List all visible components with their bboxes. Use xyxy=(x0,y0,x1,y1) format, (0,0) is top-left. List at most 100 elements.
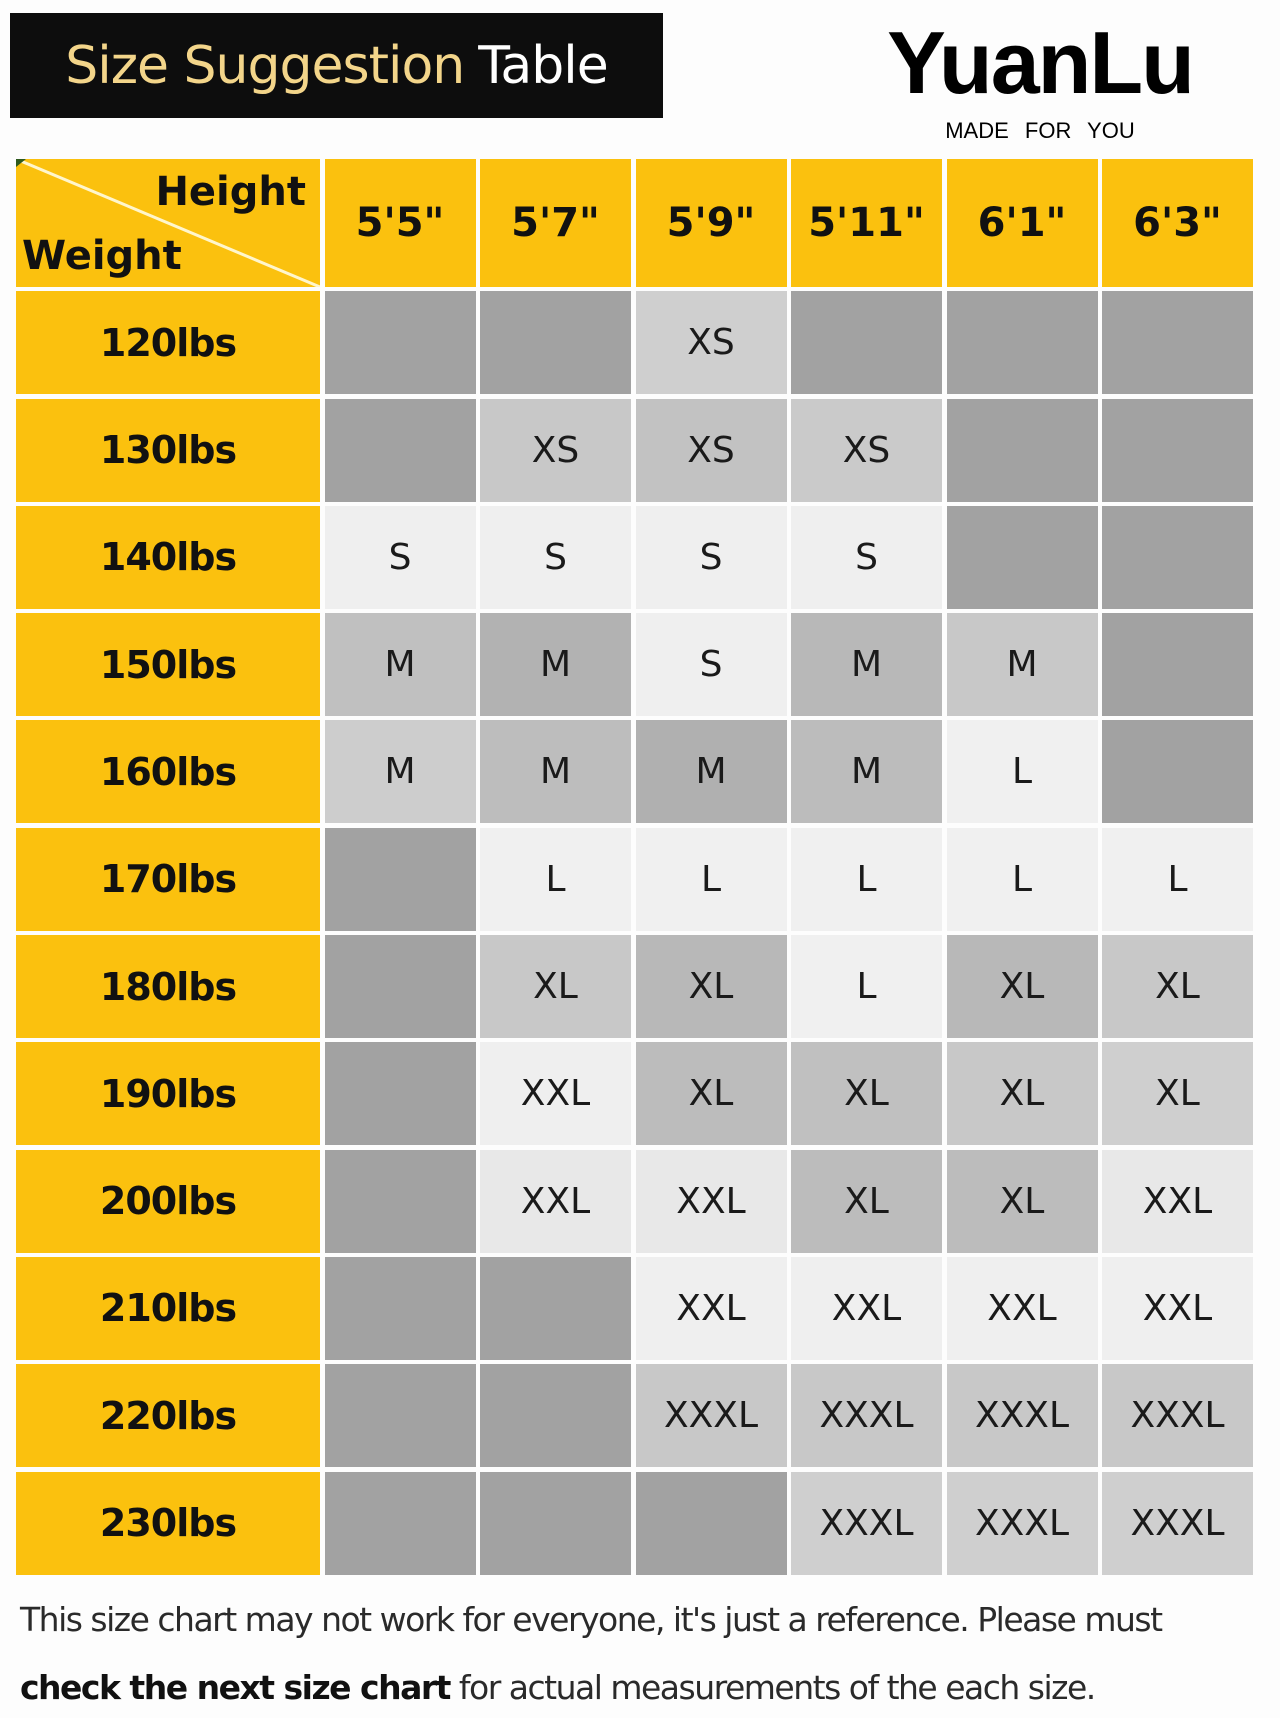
size-cell: XXL xyxy=(791,1256,942,1360)
size-cell: M xyxy=(324,613,476,717)
size-cell xyxy=(480,1364,631,1468)
size-cell: L xyxy=(946,827,1098,931)
height-axis-label: Height xyxy=(155,169,306,215)
brand-logo: YuanLu xyxy=(887,13,1195,112)
size-cell: M xyxy=(635,720,787,824)
size-cell xyxy=(1102,398,1253,502)
size-cell xyxy=(946,291,1098,395)
size-cell: XXL xyxy=(635,1256,787,1360)
size-cell: XXXL xyxy=(946,1364,1098,1468)
size-cell: XXXL xyxy=(1102,1364,1253,1468)
size-cell: XL xyxy=(791,1042,942,1146)
height-header: 6'3" xyxy=(1102,159,1253,287)
size-cell: M xyxy=(480,613,631,717)
disclaimer-rest: for actual measurements of the each size… xyxy=(449,1668,1096,1707)
title-banner: Size Suggestion Table xyxy=(10,13,663,118)
size-cell: XS xyxy=(791,398,942,502)
size-cell: XL xyxy=(635,1042,787,1146)
size-cell xyxy=(635,1471,787,1575)
size-cell xyxy=(324,291,476,395)
size-cell xyxy=(1102,505,1253,609)
size-cell: L xyxy=(480,827,631,931)
height-header: 5'11" xyxy=(791,159,942,287)
size-cell: XXXL xyxy=(791,1364,942,1468)
disclaimer-line-2: check the next size chart for actual mea… xyxy=(20,1668,1096,1707)
size-cell: M xyxy=(324,720,476,824)
brand-tagline: MADE FOR YOU xyxy=(945,118,1135,143)
size-cell xyxy=(324,398,476,502)
weight-header: 140lbs xyxy=(16,505,320,609)
size-cell: XXXL xyxy=(946,1471,1098,1575)
size-cell: XL xyxy=(1102,1042,1253,1146)
size-cell: M xyxy=(791,613,942,717)
size-cell: XL xyxy=(791,1149,942,1253)
size-cell xyxy=(324,1256,476,1360)
size-cell: XXL xyxy=(480,1042,631,1146)
size-cell xyxy=(791,291,942,395)
size-cell xyxy=(946,398,1098,502)
size-cell: S xyxy=(635,505,787,609)
size-cell: L xyxy=(791,935,942,1039)
size-cell xyxy=(480,1256,631,1360)
size-cell: L xyxy=(1102,827,1253,931)
size-cell: XXL xyxy=(480,1149,631,1253)
weight-header: 180lbs xyxy=(16,935,320,1039)
size-cell: L xyxy=(946,720,1098,824)
size-cell xyxy=(324,1149,476,1253)
size-cell xyxy=(324,1042,476,1146)
title-part-1: Size Suggestion xyxy=(65,35,465,96)
size-cell xyxy=(324,1364,476,1468)
weight-axis-label: Weight xyxy=(22,233,182,279)
title-part-2: Table xyxy=(478,35,608,96)
disclaimer-line-1: This size chart may not work for everyon… xyxy=(20,1600,1163,1639)
size-cell xyxy=(324,1471,476,1575)
size-cell: XL xyxy=(946,935,1098,1039)
size-cell: M xyxy=(946,613,1098,717)
size-cell: XS xyxy=(635,291,787,395)
weight-header: 230lbs xyxy=(16,1471,320,1575)
size-cell: XL xyxy=(635,935,787,1039)
diagonal-divider-icon xyxy=(16,159,320,287)
size-cell: XXXL xyxy=(1102,1471,1253,1575)
weight-header: 200lbs xyxy=(16,1149,320,1253)
size-cell: XXL xyxy=(1102,1149,1253,1253)
size-cell xyxy=(324,935,476,1039)
size-cell: XL xyxy=(946,1042,1098,1146)
height-header: 5'9" xyxy=(635,159,787,287)
disclaimer-emphasis: check the next size chart xyxy=(20,1668,451,1707)
size-table: Height Weight 5'5" 5'7" 5'9" 5'11" 6'1" 6'3" 1… xyxy=(16,159,1253,1575)
corner-header: Height Weight xyxy=(16,159,320,287)
weight-header: 160lbs xyxy=(16,720,320,824)
size-cell: XXL xyxy=(1102,1256,1253,1360)
size-cell: XS xyxy=(635,398,787,502)
size-cell xyxy=(1102,613,1253,717)
size-cell: XS xyxy=(480,398,631,502)
size-cell: XL xyxy=(946,1149,1098,1253)
size-cell xyxy=(480,1471,631,1575)
size-cell: L xyxy=(635,827,787,931)
size-cell: S xyxy=(324,505,476,609)
size-cell: XXXL xyxy=(791,1471,942,1575)
size-cell: L xyxy=(791,827,942,931)
weight-header: 190lbs xyxy=(16,1042,320,1146)
size-cell: XXXL xyxy=(635,1364,787,1468)
size-cell xyxy=(480,291,631,395)
weight-header: 170lbs xyxy=(16,827,320,931)
weight-header: 220lbs xyxy=(16,1364,320,1468)
size-cell: S xyxy=(791,505,942,609)
size-cell xyxy=(1102,720,1253,824)
weight-header: 130lbs xyxy=(16,398,320,502)
size-cell: XL xyxy=(480,935,631,1039)
size-cell: M xyxy=(480,720,631,824)
size-cell: XXL xyxy=(946,1256,1098,1360)
weight-header: 120lbs xyxy=(16,291,320,395)
size-cell xyxy=(324,827,476,931)
size-cell: S xyxy=(635,613,787,717)
size-cell: XL xyxy=(1102,935,1253,1039)
height-header: 5'5" xyxy=(324,159,476,287)
weight-header: 150lbs xyxy=(16,613,320,717)
size-cell xyxy=(1102,291,1253,395)
size-cell: M xyxy=(791,720,942,824)
size-cell: XXL xyxy=(635,1149,787,1253)
height-header: 5'7" xyxy=(480,159,631,287)
